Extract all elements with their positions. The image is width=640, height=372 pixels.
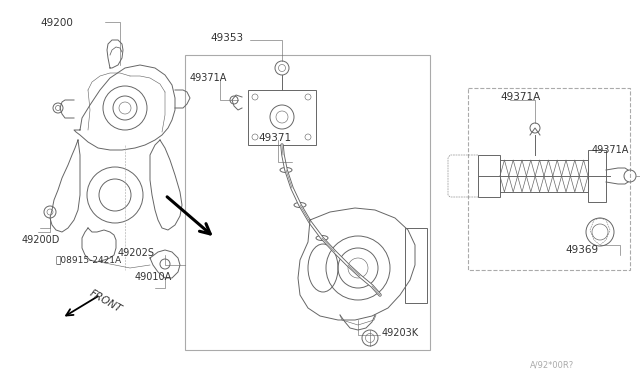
Text: FRONT: FRONT <box>88 288 124 314</box>
Bar <box>405 228 427 303</box>
Text: 49371: 49371 <box>258 133 291 143</box>
Bar <box>468 88 630 270</box>
Text: A/92*00R?: A/92*00R? <box>530 360 574 369</box>
Text: 49203K: 49203K <box>382 328 419 338</box>
Text: Ⓝ08915-2421A: Ⓝ08915-2421A <box>55 255 121 264</box>
Bar <box>478 155 500 197</box>
Text: 49369: 49369 <box>565 245 598 255</box>
Text: 49371A: 49371A <box>190 73 227 83</box>
Bar <box>185 55 430 350</box>
Text: 49371A: 49371A <box>500 92 540 102</box>
Text: 49200D: 49200D <box>22 235 60 245</box>
Text: 49200: 49200 <box>40 18 73 28</box>
Bar <box>500 160 588 192</box>
Text: 49010A: 49010A <box>135 272 172 282</box>
Text: 49371A: 49371A <box>592 145 629 155</box>
Bar <box>248 90 316 145</box>
Bar <box>588 150 606 202</box>
Text: 49353: 49353 <box>210 33 243 43</box>
Text: 49202S: 49202S <box>118 248 155 258</box>
